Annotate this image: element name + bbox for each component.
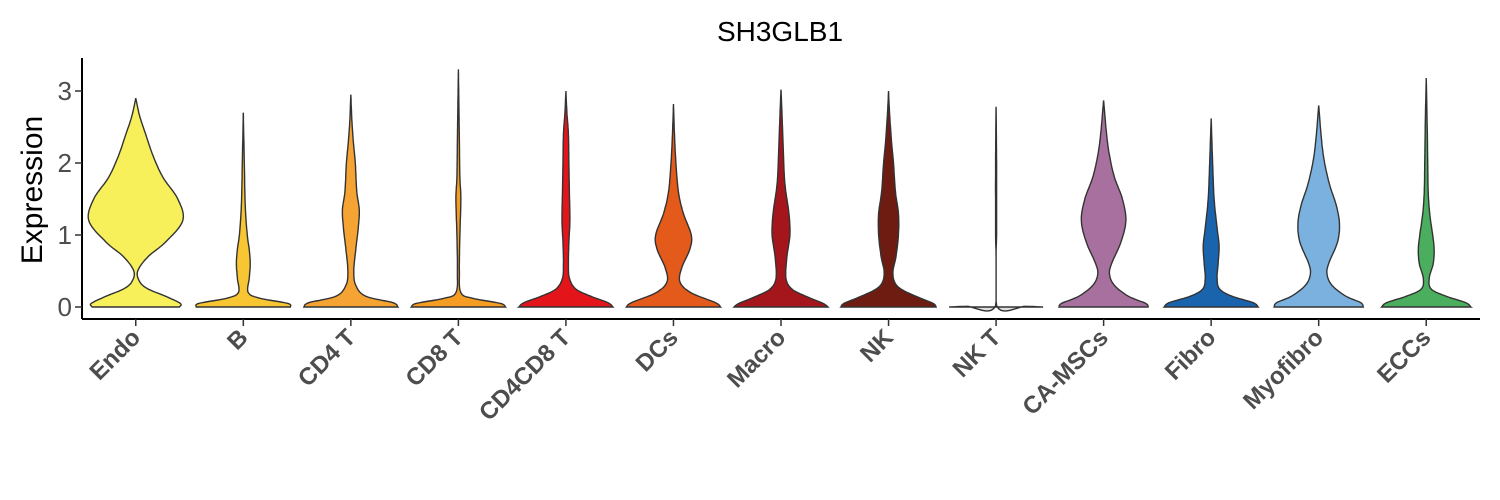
x-axis: Endo B CD4 T CD8 T CD4CD8 T DCs Macro NK NK T CA-… [82,318,1480,426]
x-tick-label: Fibro [1160,324,1222,386]
violin-fibro [1162,118,1260,308]
x-tick-label: B [222,324,253,355]
x-tick-label: CD4 T [293,324,361,392]
chart-title: SH3GLB1 [717,16,843,47]
x-tick-label: Endo [84,324,146,386]
x-tick-label: NK T [948,324,1007,383]
y-axis-label: Expression [16,116,49,264]
violin-cd4-t [302,94,400,308]
violin-endo [87,98,185,308]
y-tick-label: 3 [58,76,72,106]
violin-cd4cd8-t [516,90,615,308]
violin-cd8-t [409,69,508,308]
violin-ca-mscs [1057,100,1149,308]
violin-eccs [1380,77,1474,308]
x-tick-label: Macro [722,324,791,393]
violin-b [195,112,292,308]
x-tick-label: DCs [631,324,684,377]
x-tick-label: CD4CD8 T [474,324,576,426]
x-tick-label: ECCs [1372,324,1436,388]
y-tick-label: 2 [58,148,72,178]
violin-myofibro [1273,105,1365,308]
y-tick-label: 1 [58,220,72,250]
violin-nk [839,90,938,308]
y-tick-label: 0 [58,292,72,322]
violin-macro [732,89,830,308]
violin-dcs [624,103,723,308]
y-axis: 0 1 2 3 [58,58,83,322]
x-tick-label: CA-MSCs [1017,324,1113,420]
x-tick-label: CD8 T [401,324,469,392]
violins-group [87,69,1474,312]
x-tick-label: NK [855,324,899,368]
violin-nk-t [949,106,1044,312]
x-tick-label: Myofibro [1238,324,1329,415]
